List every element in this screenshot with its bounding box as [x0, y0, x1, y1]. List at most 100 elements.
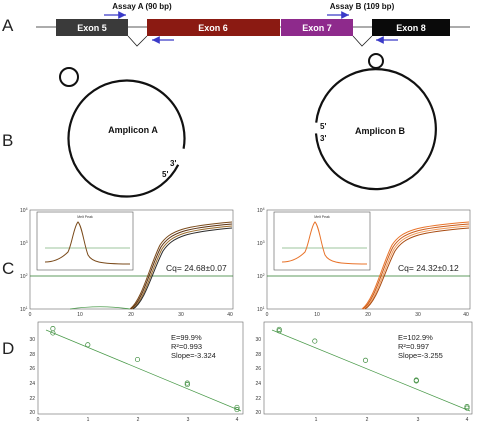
- std-right-point: [276, 326, 282, 332]
- amp-left-curve-2: [130, 223, 233, 310]
- std-right-r2: R²=0.997: [398, 342, 429, 351]
- amp-left-xtick-30: 30: [178, 312, 184, 318]
- std-left-fit-line: [45, 329, 242, 412]
- gene-structure: Exon 5 Exon 6 Exon 7 Exon 8 Assay A (90 …: [36, 2, 470, 47]
- amp-left-xtick-40: 40: [227, 312, 233, 318]
- std-right-frame: [263, 321, 473, 415]
- std-right-yticks: 30 28 26 24 22 20: [255, 337, 261, 416]
- assay-b-label: Assay B (109 bp): [330, 2, 395, 11]
- amp-right-curves: [361, 221, 470, 310]
- std-left-xtick-0: 0: [37, 417, 40, 423]
- amp-left-xtick-10: 10: [77, 312, 83, 318]
- amplicon-a-five-prime: 5': [162, 170, 168, 179]
- amp-left-ytick-4: 104: [20, 207, 28, 214]
- std-left-efficiency: E=99.9%: [171, 333, 202, 342]
- std-left-ytick-22: 22: [29, 396, 35, 402]
- amp-right-curve-2: [362, 223, 470, 310]
- std-left-ytick-26: 26: [29, 366, 35, 372]
- amp-left-melt-peak: [44, 221, 131, 265]
- std-left-frame: [37, 321, 244, 415]
- assay-a-label: Assay A (90 bp): [112, 2, 172, 11]
- amp-left-xticks: 0 10 20 30 40: [29, 312, 233, 318]
- amp-left-curve-1: [129, 221, 233, 310]
- std-right-points: [276, 326, 470, 411]
- amplicon-b-five-prime: 5': [320, 122, 326, 131]
- exon-7-label: Exon 7: [302, 23, 332, 33]
- amp-right-ytick-1: 101: [257, 306, 265, 313]
- amp-left-inset-title: Melt Peak: [77, 215, 93, 219]
- panel-letter-b: B: [2, 131, 13, 150]
- amplicon-a-diagram: Amplicon A 5' 3': [59, 67, 186, 198]
- std-right-xticks: 1 2 3 4: [315, 417, 469, 423]
- amp-right-ytick-4: 104: [257, 207, 265, 214]
- std-right-ytick-28: 28: [255, 352, 261, 358]
- amp-right-xtick-10: 10: [314, 312, 320, 318]
- amp-right-inset: [273, 211, 371, 271]
- splice-junction-a: [127, 35, 148, 47]
- amp-right-ytick-3: 103: [257, 240, 265, 247]
- std-left-xticks: 0 1 2 3 4: [37, 417, 239, 423]
- amp-left-yticks: 104 103 102 101: [20, 207, 28, 313]
- amp-right-xtick-40: 40: [463, 312, 469, 318]
- amplicon-a-circle: [67, 79, 186, 198]
- amp-left-ytick-1: 101: [20, 306, 28, 313]
- amp-left-ytick-2: 102: [20, 273, 28, 280]
- exon-6-label: Exon 6: [198, 23, 228, 33]
- std-right-ytick-24: 24: [255, 381, 261, 387]
- std-curve-right: 30 28 26 24 22 20 1 2 3 4 E=102.9% R²=0.…: [255, 321, 473, 423]
- std-left-slope: Slope=-3.324: [171, 351, 216, 360]
- exon-5-box: [56, 19, 128, 36]
- std-right-point: [276, 328, 282, 334]
- amp-left-xtick-0: 0: [29, 312, 32, 318]
- std-left-point: [134, 356, 141, 363]
- std-left-xtick-3: 3: [187, 417, 190, 423]
- amplicon-a-three-prime: 3': [170, 159, 176, 168]
- std-right-point: [413, 378, 419, 384]
- std-right-point: [312, 338, 318, 344]
- amp-right-curve-3: [363, 225, 470, 310]
- amplicon-a-stem-loop: [59, 67, 79, 87]
- amp-right-cq: Cq= 24.32±0.12: [398, 263, 459, 273]
- std-right-xtick-1: 1: [315, 417, 318, 423]
- std-left-xtick-4: 4: [236, 417, 239, 423]
- std-right-ytick-22: 22: [255, 396, 261, 402]
- amp-right-yticks: 104 103 102 101: [257, 207, 265, 313]
- std-right-slope: Slope=-3.255: [398, 351, 443, 360]
- amp-right-curve-1: [361, 221, 470, 310]
- exon-7-box: [281, 19, 353, 36]
- std-left-xtick-1: 1: [87, 417, 90, 423]
- std-right-xtick-3: 3: [417, 417, 420, 423]
- exon-6-box: [147, 19, 280, 36]
- amp-right-curve-4: [364, 227, 470, 310]
- amp-right-inset-title: Melt Peak: [314, 215, 330, 219]
- std-right-efficiency: E=102.9%: [398, 333, 433, 342]
- std-right-fit-line: [271, 329, 471, 412]
- std-right-point: [362, 357, 369, 363]
- exon-5-label: Exon 5: [77, 23, 107, 33]
- std-left-r2: R²=0.993: [171, 342, 202, 351]
- amp-left-xtick-20: 20: [128, 312, 134, 318]
- std-left-point: [50, 330, 56, 336]
- std-right-xtick-2: 2: [366, 417, 369, 423]
- std-left-ytick-20: 20: [29, 410, 35, 416]
- splice-junction-b: [352, 35, 373, 47]
- std-left-point: [85, 342, 91, 348]
- amp-right-xtick-30: 30: [415, 312, 421, 318]
- std-right-ytick-20: 20: [255, 410, 261, 416]
- amp-right-xtick-0: 0: [266, 312, 269, 318]
- exon-8-box: [372, 19, 450, 36]
- amp-right-ytick-2: 102: [257, 273, 265, 280]
- std-left-ytick-24: 24: [29, 381, 35, 387]
- std-left-point: [184, 380, 190, 386]
- amp-left-ytick-3: 103: [20, 240, 28, 247]
- amp-left-curve-4: [132, 227, 233, 310]
- exon-8-label: Exon 8: [396, 23, 426, 33]
- amplicon-b-stem-loop: [368, 53, 384, 69]
- std-left-ytick-30: 30: [29, 337, 35, 343]
- std-left-point: [234, 404, 240, 410]
- std-curve-left: 30 28 26 24 22 20 0 1 2 3 4 E=99.9% R²=0…: [29, 321, 244, 423]
- amplicon-b-circle: [314, 68, 437, 191]
- std-left-xtick-2: 2: [137, 417, 140, 423]
- amplicon-b-label: Amplicon B: [355, 126, 406, 136]
